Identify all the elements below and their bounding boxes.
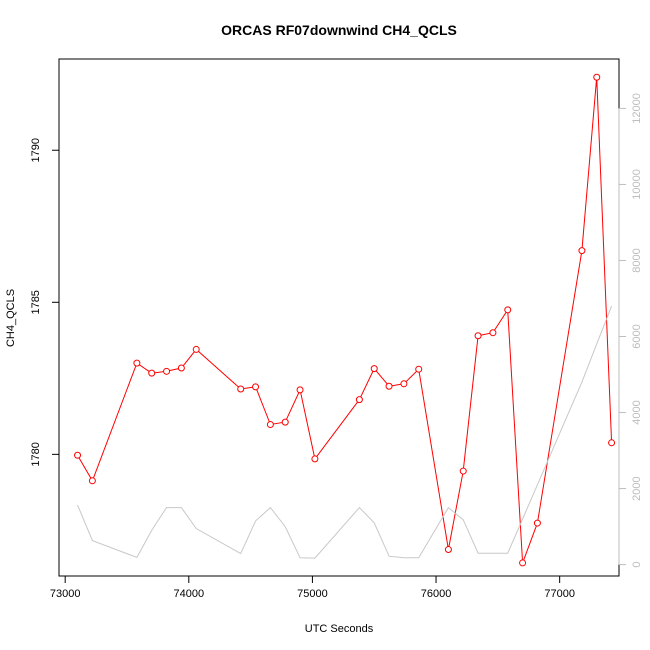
right-y-tick-label: 0 — [631, 562, 643, 568]
series-1-point — [281, 418, 289, 426]
right-y-tick-label: 10000 — [631, 169, 643, 200]
y-axis-label: CH4_QCLS — [5, 289, 17, 347]
series-1-point — [444, 546, 452, 554]
series-1-point — [370, 365, 378, 373]
series-1-point — [593, 73, 601, 81]
right-y-tick-label: 8000 — [631, 248, 643, 272]
series-1-point — [74, 451, 82, 459]
series-1-point — [311, 455, 319, 463]
series-1-point — [415, 365, 423, 373]
series-layer — [74, 73, 616, 567]
x-axis: 73000 74000 75000 76000 77000 — [50, 575, 575, 600]
right-y-tick-label: 6000 — [631, 324, 643, 348]
series-1-point — [400, 380, 408, 388]
x-axis-label: UTC Seconds — [305, 623, 374, 635]
series-1-point — [608, 439, 616, 447]
series-1-point — [133, 359, 141, 367]
series-1-point — [459, 467, 467, 475]
plot-frame — [58, 58, 620, 577]
series-1-point — [489, 329, 497, 337]
series-1-line — [77, 77, 613, 564]
right-y-axis: 0 2000 4000 6000 8000 10000 12000 — [618, 93, 643, 568]
series-1-point — [266, 421, 274, 429]
series-1-point — [163, 367, 171, 375]
series-1-point — [237, 385, 245, 393]
series-1-point — [578, 247, 586, 255]
series-1-point — [533, 519, 541, 527]
series-1-point — [474, 332, 482, 340]
series-1-point — [177, 364, 185, 372]
series-1-point — [88, 477, 96, 485]
y-tick-label: 1790 — [30, 138, 42, 162]
chart-title: ORCAS RF07downwind CH4_QCLS — [221, 22, 457, 38]
series-1-point — [296, 386, 304, 394]
y-tick-label: 1780 — [30, 442, 42, 466]
x-tick-label: 75000 — [297, 588, 328, 600]
series-1-point — [252, 383, 260, 391]
y-tick-label: 1785 — [30, 290, 42, 314]
right-y-tick-label: 4000 — [631, 400, 643, 424]
series-1-point — [519, 559, 527, 567]
series-1-point — [504, 306, 512, 314]
series-1-point — [192, 345, 200, 353]
x-tick-label: 74000 — [174, 588, 205, 600]
right-y-tick-label: 2000 — [631, 476, 643, 500]
series-1-point — [148, 369, 156, 377]
series-1-point — [355, 396, 363, 404]
x-tick-label: 73000 — [50, 588, 81, 600]
y-axis: 1780 1785 1790 — [30, 138, 60, 467]
series-2-line — [77, 305, 613, 559]
x-tick-label: 77000 — [544, 588, 575, 600]
series-1-point — [385, 382, 393, 390]
x-tick-label: 76000 — [421, 588, 452, 600]
right-y-tick-label: 12000 — [631, 93, 643, 124]
